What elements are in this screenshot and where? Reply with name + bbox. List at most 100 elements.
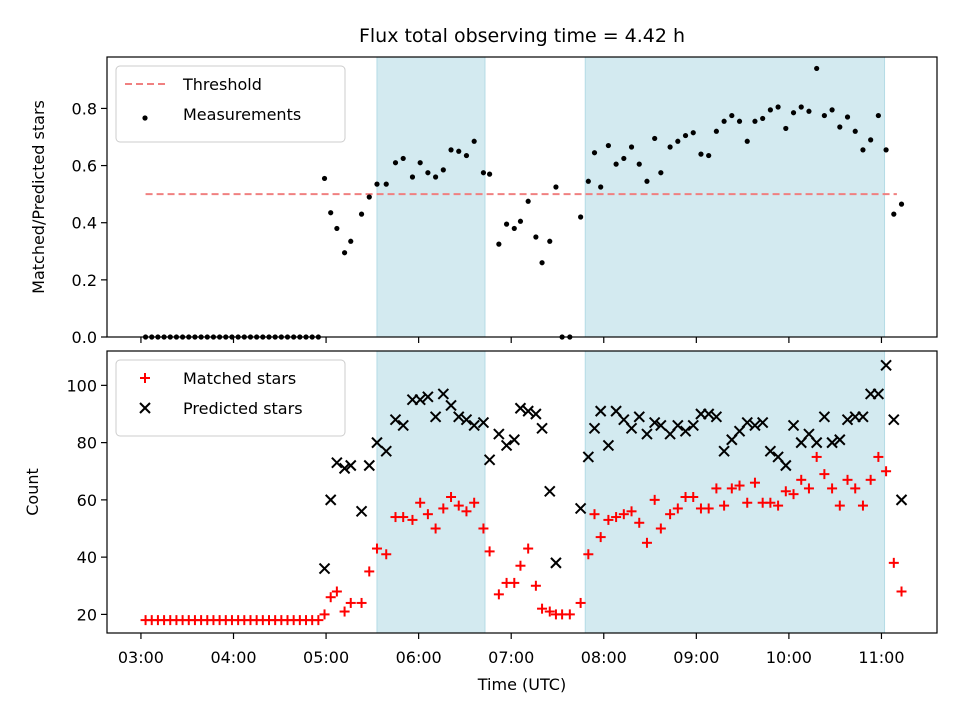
x-tick-label: 04:00 <box>210 648 256 667</box>
measurement-point <box>898 201 905 207</box>
predicted-stars-point <box>588 422 601 435</box>
measurement-point <box>605 142 611 149</box>
measurement-point <box>456 148 462 154</box>
x-tick-label: 10:00 <box>766 648 812 667</box>
measurement-point <box>729 112 735 119</box>
matched-stars-point <box>469 497 480 508</box>
predicted-stars-point <box>574 502 587 515</box>
y-tick-label: 0.6 <box>72 157 97 176</box>
predicted-stars-point <box>633 411 645 423</box>
predicted-stars-point <box>331 456 343 469</box>
predicted-stars-point <box>582 451 595 463</box>
measurement-point <box>760 115 766 122</box>
measurement-point <box>547 238 553 244</box>
measurement-point <box>591 150 598 156</box>
matched-stars-point <box>865 474 876 485</box>
legend-box <box>115 65 346 143</box>
measurement-point <box>496 241 502 247</box>
matched-stars-point <box>641 537 652 548</box>
measurement-point <box>783 125 789 132</box>
matched-stars-point <box>484 546 495 557</box>
predicted-stars-point <box>826 436 838 449</box>
predicted-stars-point <box>355 505 368 518</box>
predicted-stars-point <box>749 419 761 432</box>
predicted-stars-point <box>787 419 800 432</box>
matched-stars-point <box>509 577 520 588</box>
x-tick-label: 05:00 <box>303 648 349 667</box>
matched-stars-point <box>834 500 845 511</box>
matched-stars-point <box>611 512 622 523</box>
top-axes: 0.0 0.2 0.4 0.6 0.8 <box>72 56 938 347</box>
predicted-stars-point <box>641 428 653 440</box>
matched-stars-point <box>819 469 830 480</box>
measurement-point <box>463 152 470 159</box>
measurement-point <box>636 161 642 167</box>
matched-stars-point <box>857 500 868 511</box>
predicted-stars-point <box>880 359 892 372</box>
measurement-point <box>471 138 477 144</box>
measurement-point <box>698 151 704 157</box>
predicted-stars-point <box>530 408 542 420</box>
matched-stars-point <box>618 509 629 520</box>
matched-stars-point <box>313 615 324 626</box>
measurement-point <box>334 225 340 232</box>
measurement-point <box>675 138 681 144</box>
predicted-stars-point <box>318 562 331 575</box>
plot-frame <box>106 350 938 634</box>
matched-stars-point <box>595 532 606 543</box>
measurement-point <box>829 107 835 113</box>
measurement-point <box>852 128 858 134</box>
matched-stars-point <box>381 549 392 560</box>
measurement-point <box>736 118 743 124</box>
predicted-stars-point <box>648 416 661 429</box>
x-tick-label: 08:00 <box>581 648 627 667</box>
bottom-count-points <box>140 359 908 626</box>
measurement-point <box>744 138 750 144</box>
matched-stars-point <box>446 492 457 503</box>
measurement-point <box>806 108 812 114</box>
matched-stars-point <box>325 592 336 603</box>
measurement-point <box>790 110 797 116</box>
predicted-stars-point <box>345 459 357 472</box>
legend-label: Threshold <box>182 75 262 94</box>
matched-stars-point <box>626 506 637 517</box>
x-tick-label: 09:00 <box>673 648 719 667</box>
measurement-point <box>883 147 889 153</box>
measurement-point <box>628 144 635 150</box>
matched-stars-point <box>364 566 375 577</box>
measurement-point <box>752 118 758 124</box>
matched-stars-point <box>726 483 737 494</box>
measurement-point <box>721 118 727 124</box>
measurement-point <box>448 147 454 153</box>
y-tick-label: 0.4 <box>72 214 97 233</box>
measurement-point <box>868 137 874 143</box>
matched-stars-point <box>827 483 838 494</box>
matched-stars-point <box>331 586 342 597</box>
bottom-observing-windows <box>376 350 886 634</box>
y-tick-label: 0.2 <box>72 271 97 290</box>
matched-stars-point <box>371 543 382 554</box>
predicted-stars-point <box>380 445 392 457</box>
measurement-point <box>578 214 584 220</box>
predicted-stars-point <box>500 439 513 452</box>
matched-stars-point <box>672 503 683 514</box>
predicted-stars-point <box>718 445 730 457</box>
measurement-point <box>539 260 545 266</box>
matched-stars-point <box>478 523 489 534</box>
predicted-stars-point <box>493 428 505 440</box>
predicted-stars-point <box>550 557 562 569</box>
measurement-point <box>553 184 559 190</box>
legend-marker <box>142 115 148 121</box>
matched-stars-point <box>407 514 418 525</box>
measurement-point <box>425 170 431 176</box>
matched-stars-point <box>589 509 600 520</box>
measurement-point <box>621 155 627 162</box>
predicted-stars-point <box>756 416 769 429</box>
measurement-point <box>440 167 446 173</box>
measurement-point <box>366 194 372 200</box>
measurement-point <box>690 130 696 136</box>
predicted-stars-point <box>625 422 638 435</box>
measurement-point <box>348 238 354 244</box>
measurement-point <box>374 181 380 187</box>
predicted-stars-point <box>414 393 426 406</box>
